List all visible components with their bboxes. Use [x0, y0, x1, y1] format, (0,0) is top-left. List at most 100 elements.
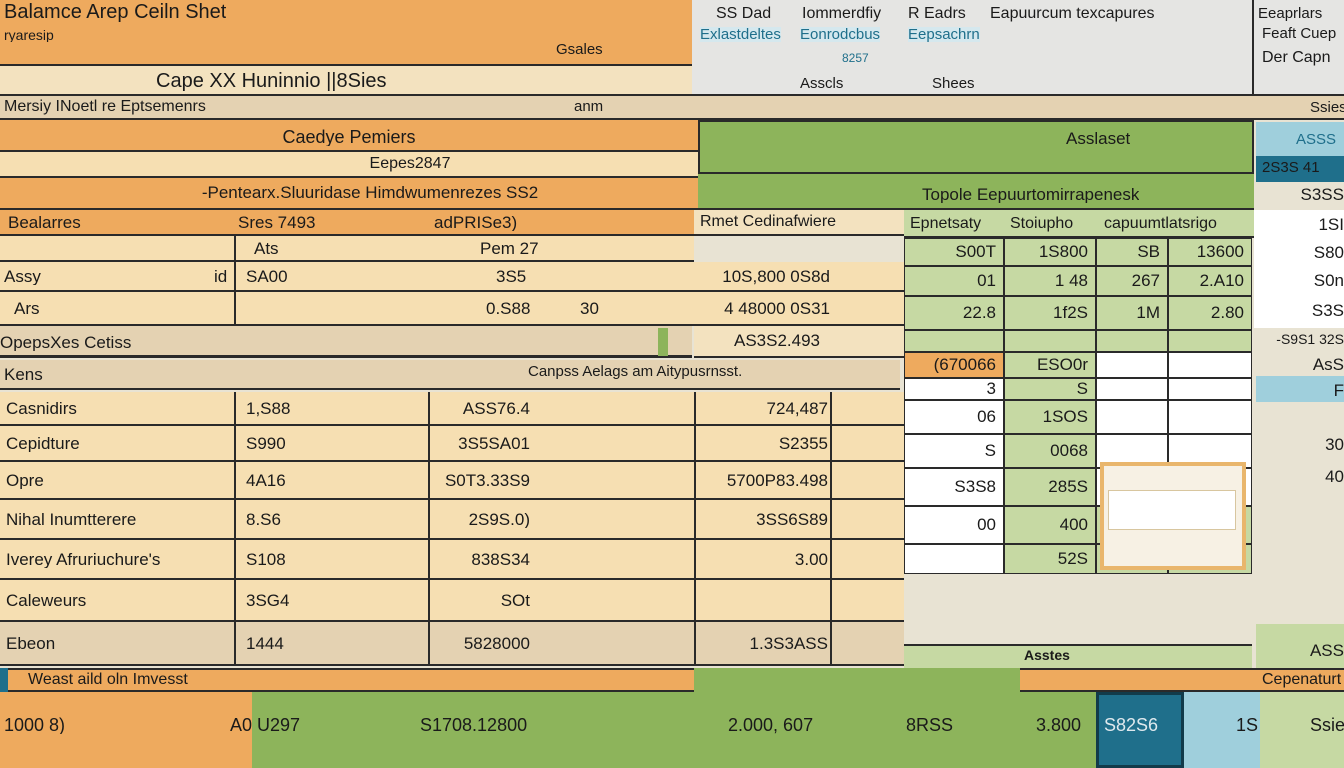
green-cell[interactable]: [1168, 238, 1252, 266]
row-v1: S990: [246, 435, 286, 452]
footer-label-row: [0, 668, 1344, 692]
table-row[interactable]: [0, 426, 904, 462]
green-section-title: Asslaset: [1066, 130, 1131, 147]
table-row[interactable]: [0, 540, 904, 580]
green-cell[interactable]: [904, 468, 1004, 506]
green-cell-value: S: [1076, 380, 1088, 397]
menu-link-1[interactable]: Exlastdeltes: [700, 27, 781, 42]
green-cell[interactable]: [904, 434, 1004, 468]
green-cell[interactable]: [1004, 296, 1096, 330]
right-header: [1252, 0, 1344, 94]
sheet-subtitle: ryaresip: [4, 28, 54, 42]
divider: [234, 462, 236, 500]
green-cell-value: S3S8: [954, 478, 996, 495]
green-cell[interactable]: [904, 238, 1004, 266]
green-cell[interactable]: [904, 506, 1004, 544]
green-cell[interactable]: [904, 544, 1004, 574]
green-cell[interactable]: [904, 400, 1004, 434]
table-row[interactable]: [0, 462, 904, 500]
green-cell[interactable]: [1004, 400, 1096, 434]
kens-row: [0, 360, 900, 390]
totals-a: [0, 692, 252, 768]
green-cell[interactable]: [1096, 266, 1168, 296]
totals-d: [1184, 692, 1260, 768]
green-cell-value: 52S: [1057, 550, 1088, 567]
table-row[interactable]: [0, 580, 904, 622]
row-v1: 3SG4: [246, 592, 290, 609]
table-row[interactable]: [0, 392, 904, 426]
row-v3: 3SS6S89: [756, 511, 828, 528]
green-cell-value: S00T: [955, 243, 996, 260]
green-cell[interactable]: [1168, 330, 1252, 352]
menu-item-4[interactable]: Eapuurcum texcapures: [990, 6, 1155, 22]
green-cell-value: 00: [977, 516, 996, 533]
table-row[interactable]: [0, 500, 904, 540]
row-v2: 3S5SA01: [458, 435, 530, 452]
green-cell[interactable]: [1004, 506, 1096, 544]
green-cell[interactable]: [1004, 266, 1096, 296]
green-cell-value: 01: [977, 272, 996, 289]
green-cell[interactable]: [1096, 400, 1168, 434]
green-cell[interactable]: [1168, 400, 1252, 434]
row-label: Assy: [4, 268, 41, 285]
assets-tab[interactable]: Asscls: [800, 76, 844, 91]
sheets-tab[interactable]: Shees: [932, 76, 975, 91]
green-cell[interactable]: [1004, 352, 1096, 378]
green-cell[interactable]: [1004, 330, 1096, 352]
mid-val-2: 4 48000 0S31: [724, 300, 830, 317]
divider: [694, 622, 696, 666]
green-cell[interactable]: [1004, 434, 1096, 468]
green-cell[interactable]: [904, 266, 1004, 296]
menu-item-1[interactable]: SS Dad: [716, 6, 772, 22]
opex-row: [0, 326, 692, 358]
green-cell[interactable]: [1096, 330, 1168, 352]
green-cell[interactable]: [1168, 352, 1252, 378]
green-cell[interactable]: [904, 352, 1004, 378]
company-name[interactable]: Cape XX Huninnio ||8Sies: [156, 71, 387, 91]
green-cell[interactable]: [1168, 378, 1252, 400]
divider: [830, 500, 832, 540]
green-cell[interactable]: [1096, 238, 1168, 266]
row-v3: 724,487: [766, 400, 828, 417]
green-cell[interactable]: [1004, 544, 1096, 574]
row-label: Caleweurs: [6, 592, 87, 609]
green-cell[interactable]: [1004, 238, 1096, 266]
green-cell[interactable]: [1096, 296, 1168, 330]
row-label: Cepidture: [6, 435, 80, 452]
green-cell[interactable]: [1096, 352, 1168, 378]
menu-item-3[interactable]: R Eadrs: [908, 6, 966, 22]
right-tag2: 2S3S 41: [1262, 160, 1320, 175]
green-section-header: [698, 120, 1254, 174]
title-bar: [0, 0, 692, 64]
green-cell[interactable]: [1096, 378, 1168, 400]
divider: [234, 392, 236, 426]
green-cell[interactable]: [1168, 266, 1252, 296]
green-cell[interactable]: [1004, 378, 1096, 400]
mid-cell: [694, 262, 904, 292]
total-value: Ssies: [1310, 716, 1344, 734]
right-tag-stripe: [1256, 156, 1344, 182]
green-cell[interactable]: [904, 330, 1004, 352]
green-cell[interactable]: [904, 296, 1004, 330]
divider: [428, 580, 430, 622]
right-blue-cell: [1256, 376, 1344, 402]
green-cell[interactable]: [904, 378, 1004, 400]
green-cell[interactable]: [1004, 468, 1096, 506]
menu-link-3[interactable]: Eepsachrn: [908, 27, 980, 42]
menu-item-2[interactable]: Iommerdfiy: [802, 6, 882, 22]
green-cell-value: 2.80: [1210, 304, 1244, 321]
footer-left-label: Weast aild oln Imvesst: [28, 672, 188, 688]
divider: [428, 540, 430, 580]
menu-link-2[interactable]: Eonrodcbus: [800, 27, 881, 42]
green-cell-value: 13600: [1196, 243, 1244, 260]
right-v2: 1SI: [1318, 216, 1344, 233]
divider: [234, 236, 236, 328]
company-bar: [0, 64, 692, 94]
table-row[interactable]: [0, 622, 904, 666]
green-cell[interactable]: [1168, 296, 1252, 330]
right-tag[interactable]: ASSS: [1296, 132, 1337, 147]
green-subtitle-row: [698, 174, 1254, 210]
row-label: Iverey Afruriuchure's: [6, 551, 161, 568]
row-label: Opre: [6, 472, 44, 489]
input-slot[interactable]: [1108, 490, 1236, 530]
